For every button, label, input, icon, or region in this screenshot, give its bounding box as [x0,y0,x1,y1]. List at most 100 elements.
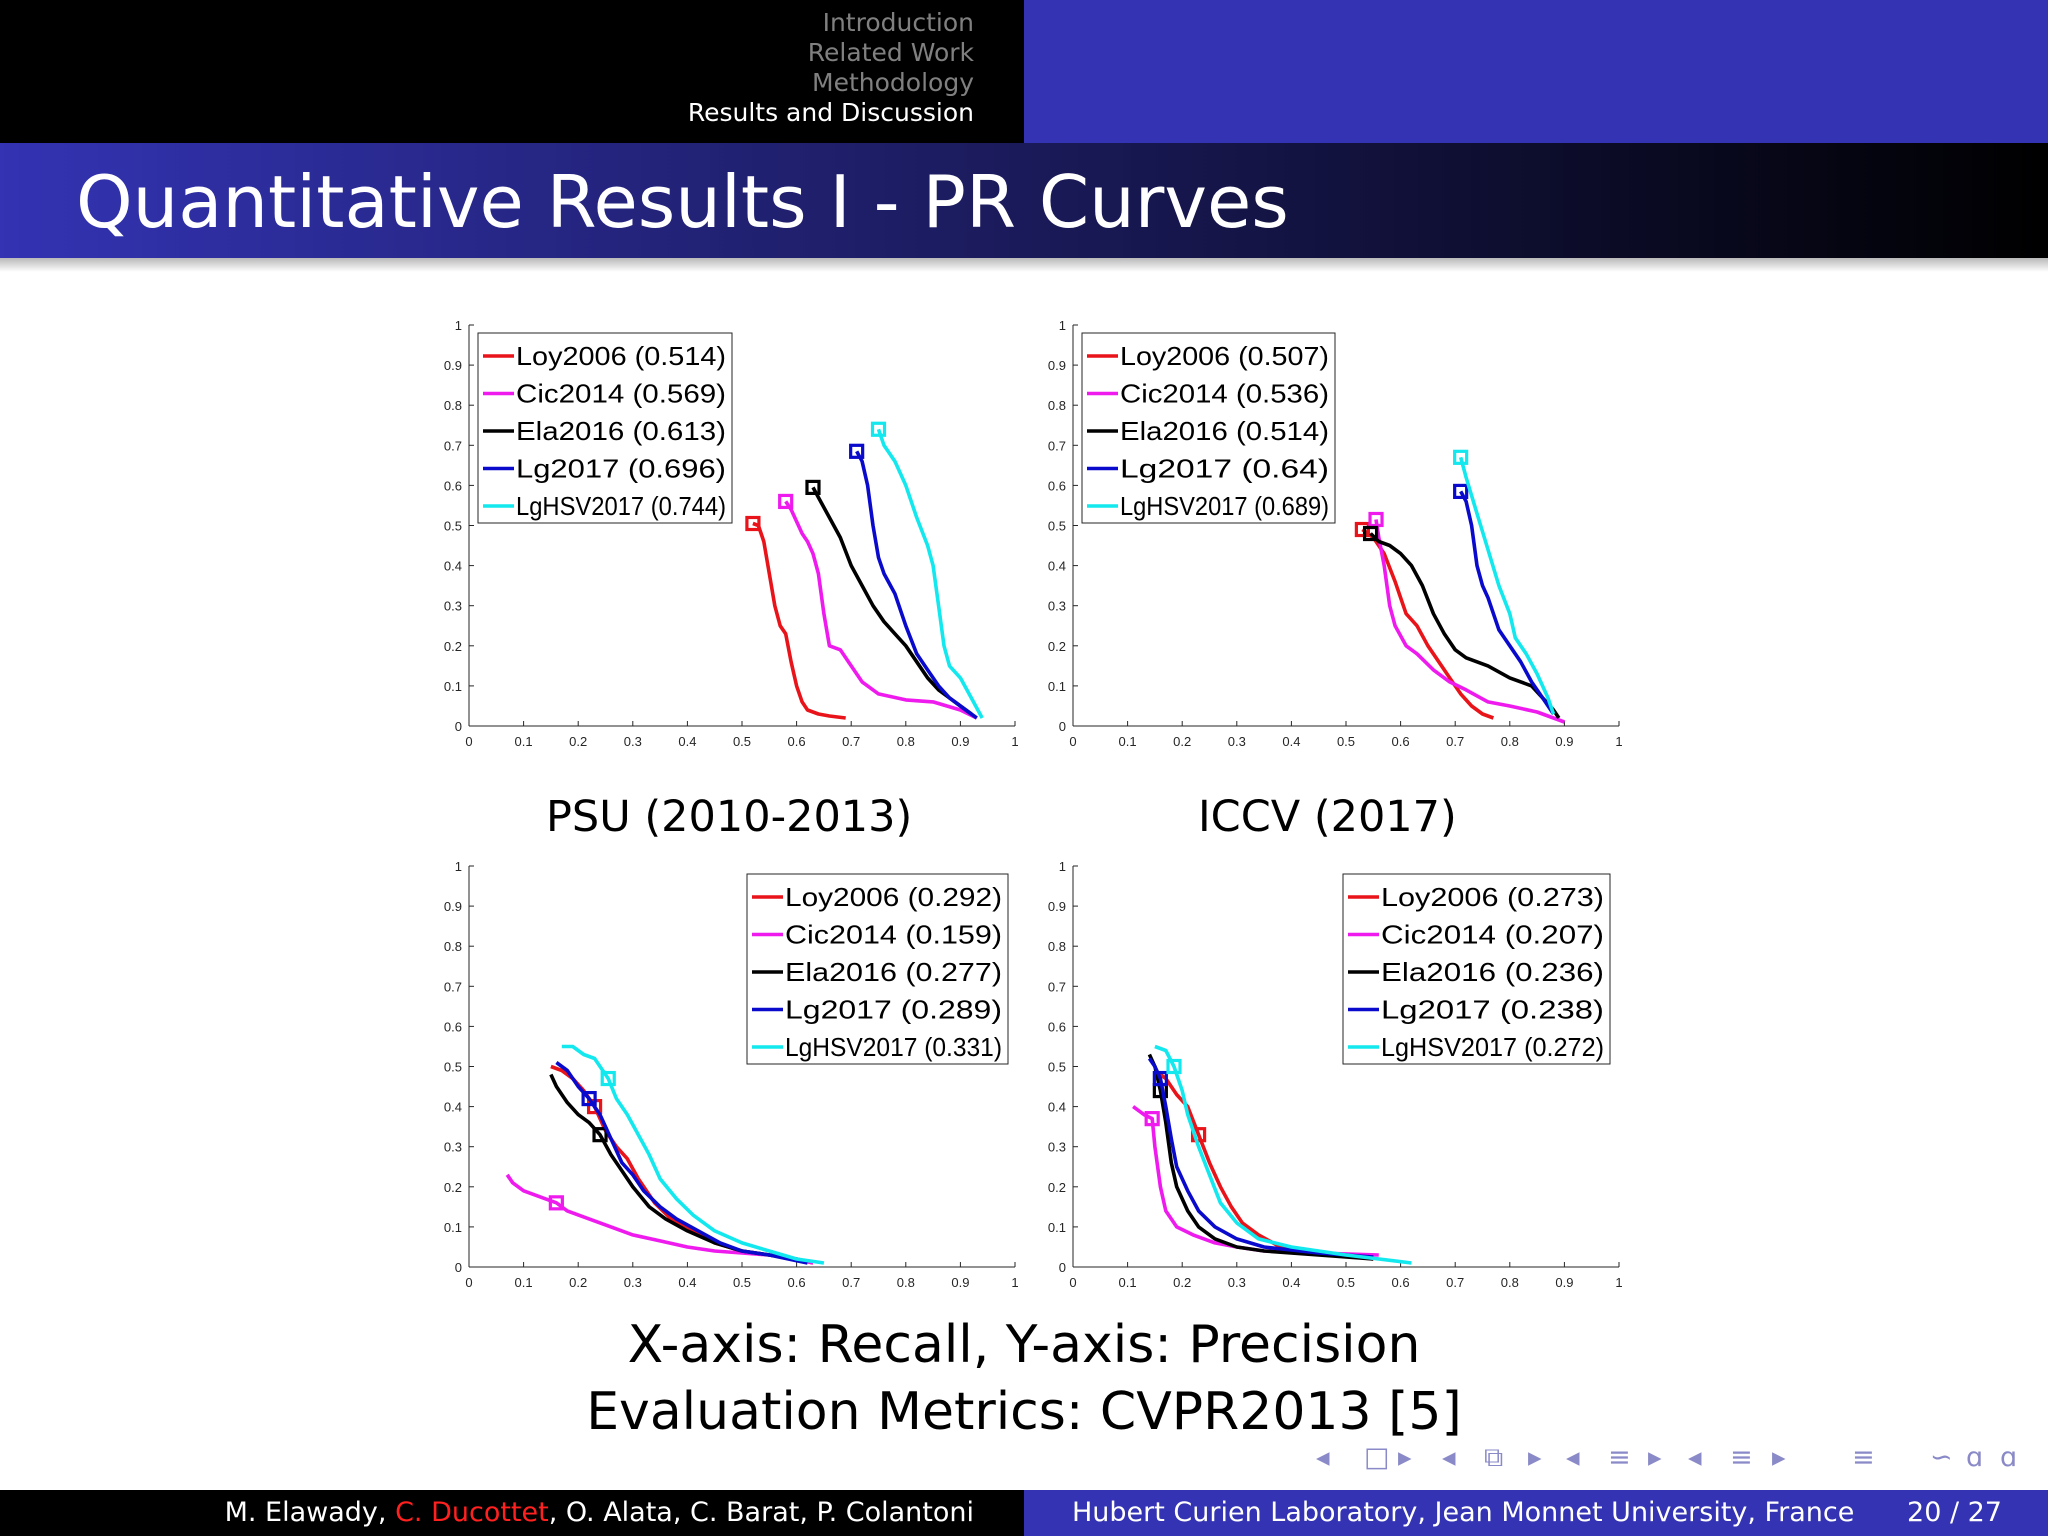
nav-symbol-12[interactable]: ≡ [1852,1442,1875,1473]
x-tick-label: 0.8 [1501,1275,1519,1290]
series-line-lg2017 [1147,1057,1374,1259]
nav-symbol-10[interactable]: ≡ [1730,1442,1753,1473]
nav-symbol-13[interactable]: ∽ [1930,1442,1953,1473]
legend-label-lg2017: Lg2017 (0.696) [516,454,726,484]
legend-label-lg2017: Lg2017 (0.289) [785,995,1002,1025]
x-tick-label: 0.4 [678,734,696,749]
y-tick-label: 1 [455,859,462,874]
x-tick-label: 0.8 [1501,734,1519,749]
x-tick-label: 0.7 [1446,734,1464,749]
x-tick-label: 0.1 [515,1275,533,1290]
x-tick-label: 0.9 [951,1275,969,1290]
nav-symbol-9[interactable]: ◂ [1688,1442,1702,1473]
dataset-label-psu: PSU (2010-2013) [546,792,913,842]
y-tick-label: 0.5 [1048,1060,1066,1075]
x-tick-label: 1 [1615,734,1622,749]
y-tick-label: 0.2 [444,1180,462,1195]
series-marker-cic2014 [548,1195,564,1211]
y-tick-label: 1 [1059,859,1066,874]
y-tick-label: 0.2 [1048,1180,1066,1195]
nav-related-work[interactable]: Related Work [807,38,974,67]
y-tick-label: 0.3 [1048,599,1066,614]
x-tick-label: 1 [1011,734,1018,749]
y-tick-label: 0.6 [1048,478,1066,493]
chart-legend: Loy2006 (0.273) Cic2014 (0.207) Ela2016 (0… [1342,873,1611,1065]
y-tick-label: 0.8 [444,398,462,413]
series-marker-loy2006 [1354,521,1370,538]
series-line-loy2006 [1361,528,1495,720]
y-tick-label: 0.5 [1048,519,1066,534]
nav-symbol-14[interactable]: ɑ [1966,1442,1984,1473]
nav-results-and-discussion[interactable]: Results and Discussion [687,98,974,127]
legend-box [477,332,733,524]
nav-introduction[interactable]: Introduction [822,8,974,37]
nav-symbol-4[interactable]: ⧉ [1484,1442,1504,1473]
y-tick-label: 0.6 [444,1019,462,1034]
y-tick-label: 0.7 [444,438,462,453]
chart-legend: Loy2006 (0.514) Cic2014 (0.569) Ela2016 (0… [477,332,733,524]
x-tick-label: 0.4 [1282,1275,1300,1290]
chart-legend: Loy2006 (0.507) Cic2014 (0.536) Ela2016 (0… [1081,332,1336,524]
y-tick-label: 0.8 [1048,939,1066,954]
series-line-cic2014 [1374,519,1566,724]
x-tick-label: 0.3 [624,1275,642,1290]
x-tick-label: 0.9 [951,734,969,749]
series-line-lghsv2017 [561,1044,825,1265]
y-tick-label: 0.9 [444,358,462,373]
nav-symbol-11[interactable]: ▸ [1772,1442,1786,1473]
nav-symbol-8[interactable]: ▸ [1648,1442,1662,1473]
legend-label-ela2016: Ela2016 (0.613) [516,416,726,446]
x-tick-label: 0.1 [1119,1275,1137,1290]
footer-page-number: 20 / 27 [1907,1497,2002,1528]
footer-authors: M. Elawady, C. Ducottet, O. Alata, C. Ba… [225,1497,974,1529]
nav-symbol-5[interactable]: ▸ [1528,1442,1542,1473]
x-tick-label: 0.9 [1555,1275,1573,1290]
x-tick-label: 1 [1615,1275,1622,1290]
legend-box [1081,332,1336,524]
series-line-lg2017 [855,450,978,720]
series-marker-lghsv2017 [600,1070,616,1087]
slide-title: Quantitative Results I - PR Curves [76,160,1289,244]
series-line-lghsv2017 [1458,456,1556,715]
x-tick-label: 0.8 [897,1275,915,1290]
legend-label-ela2016: Ela2016 (0.514) [1120,416,1329,446]
y-tick-label: 0.1 [444,679,462,694]
y-tick-label: 0.9 [1048,899,1066,914]
y-tick-label: 1 [1059,318,1066,333]
x-tick-label: 0.5 [733,1275,751,1290]
nav-symbol-1[interactable]: □ [1364,1442,1390,1473]
nav-symbol-0[interactable]: ◂ [1316,1442,1330,1473]
y-tick-label: 0.9 [444,899,462,914]
series-marker-ela2016 [805,479,821,496]
y-tick-label: 0.1 [1048,1220,1066,1235]
x-tick-label: 0.1 [515,734,533,749]
legend-label-loy2006: Loy2006 (0.507) [1120,341,1329,371]
y-tick-label: 0 [455,719,462,734]
footer-authors-before: M. Elawady, [224,1497,396,1528]
x-tick-label: 0 [1069,734,1076,749]
x-tick-label: 0.6 [1392,1275,1410,1290]
series-line-ela2016 [811,486,973,716]
nav-methodology[interactable]: Methodology [812,68,974,97]
y-tick-label: 0.3 [444,1140,462,1155]
footer-institute: Hubert Curien Laboratory, Jean Monnet Un… [1072,1497,1855,1528]
legend-label-lg2017: Lg2017 (0.238) [1381,995,1604,1025]
nav-symbol-15[interactable]: ɑ [2000,1442,2018,1473]
nav-symbol-7[interactable]: ≡ [1608,1442,1631,1473]
y-tick-label: 0.4 [1048,1100,1066,1115]
series-marker-lg2017 [849,443,865,459]
y-tick-label: 0.7 [1048,438,1066,453]
chart-3: 00 0.1 0.1 0.2 0.2 0.3 0.3 0.4 0.4 0.5 0.5 0.6 0.6 0.… [1048,859,1623,1290]
x-tick-label: 0.3 [1228,734,1246,749]
legend-label-loy2006: Loy2006 (0.273) [1381,882,1604,912]
x-tick-label: 0.2 [1173,1275,1191,1290]
nav-symbol-6[interactable]: ◂ [1566,1442,1580,1473]
nav-symbol-2[interactable]: ▸ [1398,1442,1412,1473]
series-marker-lghsv2017 [870,421,887,437]
y-tick-label: 0.4 [444,559,462,574]
nav-symbol-3[interactable]: ◂ [1442,1442,1456,1473]
caption-axes: X-axis: Recall, Y-axis: Precision [627,1315,1421,1375]
footer-right-bar [1024,1490,2048,1536]
series-marker-cic2014 [1144,1111,1160,1127]
